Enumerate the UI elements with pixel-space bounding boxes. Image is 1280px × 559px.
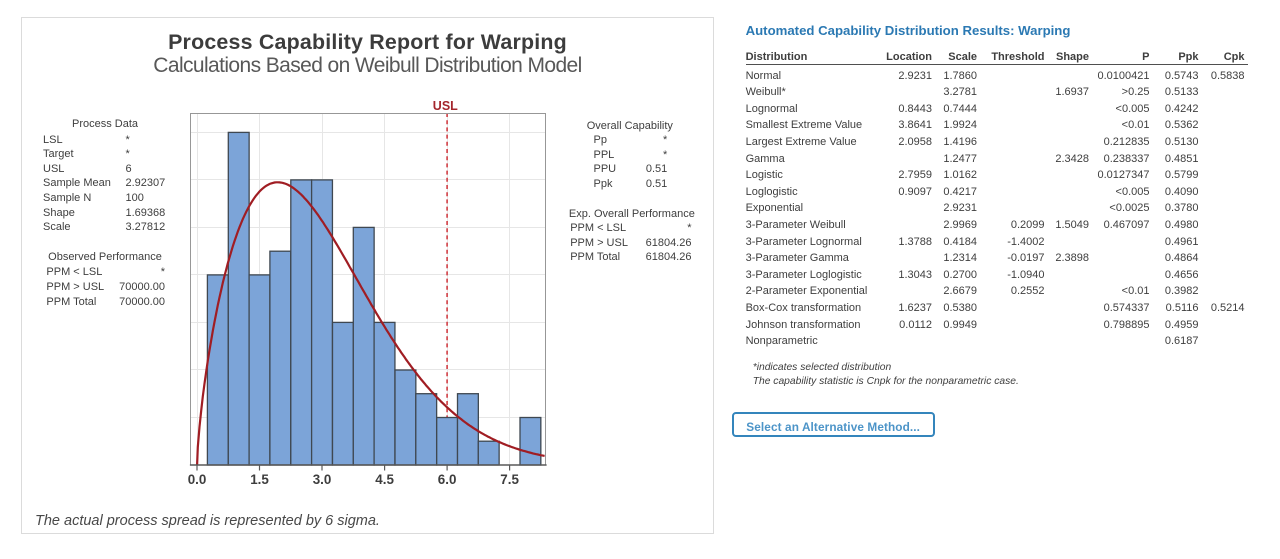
svg-text:USL: USL	[433, 99, 458, 113]
svg-text:1.5: 1.5	[250, 472, 269, 487]
svg-text:0.0: 0.0	[188, 472, 207, 487]
svg-text:7.5: 7.5	[500, 472, 519, 487]
svg-text:3.0: 3.0	[313, 472, 332, 487]
svg-text:6.0: 6.0	[438, 472, 457, 487]
svg-text:4.5: 4.5	[375, 472, 394, 487]
